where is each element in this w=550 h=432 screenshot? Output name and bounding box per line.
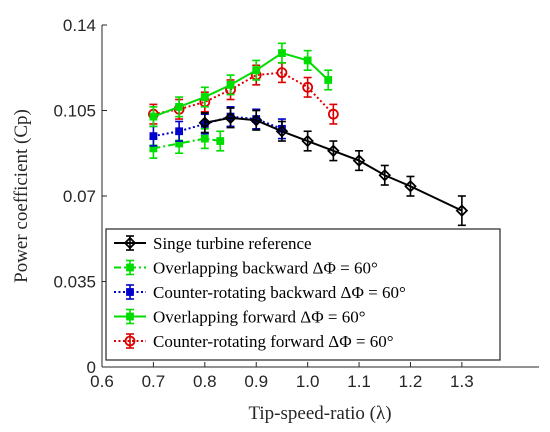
legend-overlapping-forward-point-0 (126, 312, 134, 321)
series-counter-rotating-forward-line (153, 71, 335, 116)
overlapping-forward-point-0 (149, 112, 158, 121)
legend-label: Overlapping forward ΔΦ = 60° (153, 308, 366, 327)
counter-rotating-forward-point-6 (302, 81, 314, 93)
single-turbine-errorbar-5 (329, 140, 338, 162)
counter-rotating-forward-point-5 (276, 67, 288, 79)
legend-label: Counter-rotating backward ΔΦ = 60° (153, 283, 406, 302)
legend-label: Overlapping backward ΔΦ = 60° (153, 259, 378, 278)
x-tick-label: 1.3 (450, 372, 474, 391)
overlapping-forward-point-2 (200, 93, 209, 101)
legend-label: Counter-rotating forward ΔΦ = 60° (153, 332, 394, 351)
single-turbine-point-6 (352, 154, 366, 167)
single-turbine-errorbar-4 (303, 130, 312, 152)
ticks-layer: 0.6 0.7 0.8 0.9 1.0 1.1 1.2 1.3 0 0.035 0.07 0.105 0… (53, 16, 473, 391)
counter-rotating-forward-errorbar-7 (329, 103, 338, 125)
y-axis-label: Power coefficient (Cp) (11, 109, 32, 283)
series-single-turbine-line (204, 116, 463, 212)
overlapping-forward-point-7 (324, 76, 333, 84)
single-turbine-point-2 (249, 113, 263, 127)
overlapping-forward-point-3 (226, 80, 235, 89)
single-turbine-errorbar-9 (457, 195, 466, 227)
single-turbine-point-7 (378, 168, 392, 182)
single-turbine-errorbar-1 (226, 107, 235, 129)
legend-counter-rotating-backward-point-0 (126, 288, 134, 296)
legend-entry-counter-rotating-forward: Counter-rotating forward ΔΦ = 60° (114, 332, 394, 351)
series-layer (148, 42, 469, 227)
series-overlapping-backward-line (153, 137, 221, 150)
single-turbine-point-3 (275, 124, 289, 138)
x-tick-label: 0.9 (244, 372, 268, 391)
x-tick-label: 0.7 (142, 372, 166, 391)
y-tick-label: 0.14 (63, 16, 96, 35)
legend-overlapping-backward-point-0 (126, 263, 134, 272)
series-overlapping-forward-line (153, 52, 329, 118)
x-tick-label: 1.2 (399, 372, 423, 391)
single-turbine-point-4 (301, 134, 314, 148)
legend-single-turbine-point-0 (123, 236, 137, 250)
overlapping-backward-point-3 (216, 137, 225, 145)
legend-entry-overlapping-backward: Overlapping backward ΔΦ = 60° (114, 259, 378, 278)
x-tick-label: 0.8 (193, 372, 217, 391)
single-turbine-point-1 (224, 111, 237, 125)
legend-entry-single-turbine: Singe turbine reference (114, 234, 312, 253)
single-turbine-errorbar-8 (406, 175, 415, 197)
legend-label: Singe turbine reference (153, 234, 312, 253)
series-single-turbine (198, 107, 469, 227)
counter-rotating-backward-point-1 (175, 127, 184, 136)
overlapping-forward-point-6 (303, 56, 312, 65)
legend-entry-counter-rotating-backward: Counter-rotating backward ΔΦ = 60° (114, 283, 406, 302)
y-tick-label: 0.035 (53, 273, 96, 292)
counter-rotating-backward-point-0 (149, 132, 158, 141)
legend: Singe turbine reference Overlapping backw… (105, 228, 501, 361)
overlapping-forward-point-1 (175, 102, 184, 111)
single-turbine-point-5 (327, 144, 340, 158)
single-turbine-errorbar-6 (355, 150, 364, 172)
series-overlapping-forward (149, 42, 333, 128)
overlapping-backward-point-2 (200, 134, 209, 143)
overlapping-forward-point-4 (252, 66, 261, 75)
x-tick-label: 1.0 (296, 372, 320, 391)
x-tick-label: 0.6 (90, 372, 114, 391)
single-turbine-point-9 (455, 204, 469, 217)
legend-box (105, 228, 501, 361)
single-turbine-errorbar-2 (252, 109, 261, 131)
single-turbine-errorbar-0 (200, 112, 209, 134)
legend-entry-overlapping-forward: Overlapping forward ΔΦ = 60° (114, 308, 366, 327)
legend-counter-rotating-forward-point-0 (124, 335, 136, 347)
single-turbine-errorbar-7 (380, 164, 389, 186)
y-tick-label: 0.105 (53, 102, 96, 121)
single-turbine-errorbar-3 (277, 120, 286, 142)
single-turbine-point-0 (198, 116, 212, 129)
x-tick-label: 1.1 (347, 372, 371, 391)
overlapping-forward-point-5 (278, 49, 286, 57)
counter-rotating-forward-errorbar-6 (303, 76, 312, 98)
single-turbine-point-8 (404, 179, 417, 193)
counter-rotating-forward-point-7 (327, 108, 339, 120)
y-tick-label: 0.07 (63, 187, 96, 206)
y-tick-label: 0 (87, 358, 96, 377)
x-axis-label: Tip-speed-ratio (λ) (248, 403, 391, 424)
